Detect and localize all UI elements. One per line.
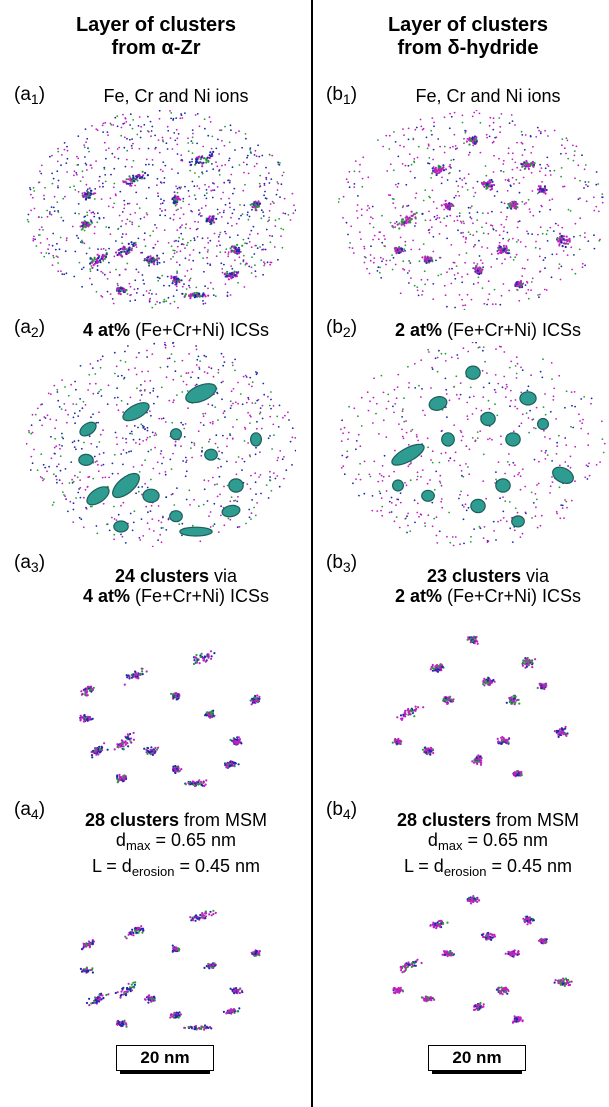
- caption-bold: 28 clusters: [396, 810, 492, 830]
- scale-label: 20 nm: [428, 1045, 526, 1071]
- caption-rest: via: [521, 566, 550, 586]
- title-line-2: from δ-hydride: [397, 37, 539, 59]
- tag-subscript: 2: [342, 324, 351, 340]
- caption2-bold: 4 at%: [82, 586, 130, 606]
- title-line-1: Layer of clusters: [387, 14, 549, 36]
- tag-letter: (b: [326, 317, 343, 338]
- derosion-prefix: L = d: [403, 856, 444, 876]
- tag-letter: (a: [14, 552, 31, 573]
- scale-bar-b: 20 nm: [428, 1045, 528, 1075]
- derosion-value: = 0.45 nm: [486, 856, 573, 876]
- tag-letter: (b: [326, 552, 343, 573]
- derosion-sub: erosion: [443, 864, 487, 879]
- panel-tag-b2: (b2): [326, 318, 357, 342]
- dmax-value: = 0.65 nm: [462, 830, 549, 850]
- isosurface-map-a2: [26, 342, 296, 547]
- tag-subscript: 2: [30, 324, 39, 340]
- caption2-bold: 2 at%: [394, 586, 442, 606]
- panel-caption-a3: 24 clusters via 4 at% (Fe+Cr+Ni) ICSs: [46, 566, 306, 606]
- caption2-rest: (Fe+Cr+Ni) ICSs: [442, 586, 582, 606]
- caption-rest: (Fe+Cr+Ni) ICSs: [442, 320, 582, 340]
- caption-rest: via: [209, 566, 238, 586]
- tag-letter: (a: [14, 317, 31, 338]
- tag-letter: (a: [14, 84, 31, 105]
- panel-tag-a4: (a4): [14, 800, 45, 824]
- panel-tag-a1: (a1): [14, 85, 45, 109]
- derosion-prefix: L = d: [91, 856, 132, 876]
- dmax-sub: max: [437, 838, 463, 853]
- tag-subscript: 4: [30, 806, 39, 822]
- scale-line: [120, 1071, 210, 1074]
- caption-bold: 24 clusters: [114, 566, 210, 586]
- tag-close: ): [350, 84, 358, 105]
- tag-close: ): [38, 799, 46, 820]
- caption-rest: (Fe+Cr+Ni) ICSs: [130, 320, 270, 340]
- tag-subscript: 1: [342, 91, 351, 107]
- title-line-1: Layer of clusters: [75, 14, 237, 36]
- scale-line: [432, 1071, 522, 1074]
- tag-close: ): [38, 84, 46, 105]
- panel-tag-b1: (b1): [326, 85, 357, 109]
- panel-caption-b2: 2 at% (Fe+Cr+Ni) ICSs: [358, 320, 609, 340]
- panel-caption-b4: 28 clusters from MSM dmax = 0.65 nm L = …: [358, 810, 609, 882]
- isosurface-map-b2: [340, 342, 606, 547]
- caption2-rest: (Fe+Cr+Ni) ICSs: [130, 586, 270, 606]
- tag-close: ): [350, 552, 358, 573]
- dmax-value: = 0.65 nm: [150, 830, 237, 850]
- tag-letter: (a: [14, 799, 31, 820]
- dmax-prefix: d: [115, 830, 126, 850]
- tag-close: ): [38, 317, 46, 338]
- panel-caption-a1: Fe, Cr and Ni ions: [103, 86, 249, 106]
- dmax-sub: max: [125, 838, 151, 853]
- column-delta-hydride: Layer of clusters from δ-hydride (b1) Fe…: [318, 0, 609, 1107]
- panel-tag-a2: (a2): [14, 318, 45, 342]
- column-title: Layer of clusters from α-Zr: [6, 14, 306, 60]
- cluster-map-b4: [392, 895, 573, 1024]
- tag-letter: (b: [326, 84, 343, 105]
- column-alpha-zr: Layer of clusters from α-Zr (a1) Fe, Cr …: [6, 0, 306, 1107]
- tag-subscript: 1: [30, 91, 39, 107]
- tag-close: ): [350, 317, 358, 338]
- atom-map-b1: [338, 110, 604, 310]
- panel-tag-a3: (a3): [14, 553, 45, 577]
- cluster-map-a3: [79, 650, 261, 788]
- dmax-prefix: d: [427, 830, 438, 850]
- column-divider: [311, 0, 313, 1107]
- panel-caption-a4: 28 clusters from MSM dmax = 0.65 nm L = …: [46, 810, 306, 882]
- panel-tag-b3: (b3): [326, 553, 357, 577]
- tag-close: ): [38, 552, 46, 573]
- scale-bar-a: 20 nm: [116, 1045, 216, 1075]
- caption-rest: from MSM: [179, 810, 268, 830]
- panel-caption-a2: 4 at% (Fe+Cr+Ni) ICSs: [46, 320, 306, 340]
- title-line-2: from α-Zr: [111, 37, 201, 59]
- column-title: Layer of clusters from δ-hydride: [318, 14, 609, 60]
- caption-rest: from MSM: [491, 810, 580, 830]
- caption-bold: 23 clusters: [426, 566, 522, 586]
- caption-bold: 28 clusters: [84, 810, 180, 830]
- panel-caption-b1: Fe, Cr and Ni ions: [415, 86, 561, 106]
- cluster-map-a4: [79, 909, 261, 1031]
- tag-close: ): [350, 799, 358, 820]
- tag-letter: (b: [326, 799, 343, 820]
- cluster-map-b3: [391, 635, 569, 778]
- caption-bold: 2 at%: [394, 320, 442, 340]
- panel-caption-b3: 23 clusters via 2 at% (Fe+Cr+Ni) ICSs: [358, 566, 609, 606]
- atom-map-a1: [26, 110, 296, 309]
- tag-subscript: 4: [342, 806, 351, 822]
- panel-tag-b4: (b4): [326, 800, 357, 824]
- derosion-value: = 0.45 nm: [174, 856, 261, 876]
- caption-bold: 4 at%: [82, 320, 130, 340]
- tag-subscript: 3: [342, 559, 351, 575]
- tag-subscript: 3: [30, 559, 39, 575]
- derosion-sub: erosion: [131, 864, 175, 879]
- scale-label: 20 nm: [116, 1045, 214, 1071]
